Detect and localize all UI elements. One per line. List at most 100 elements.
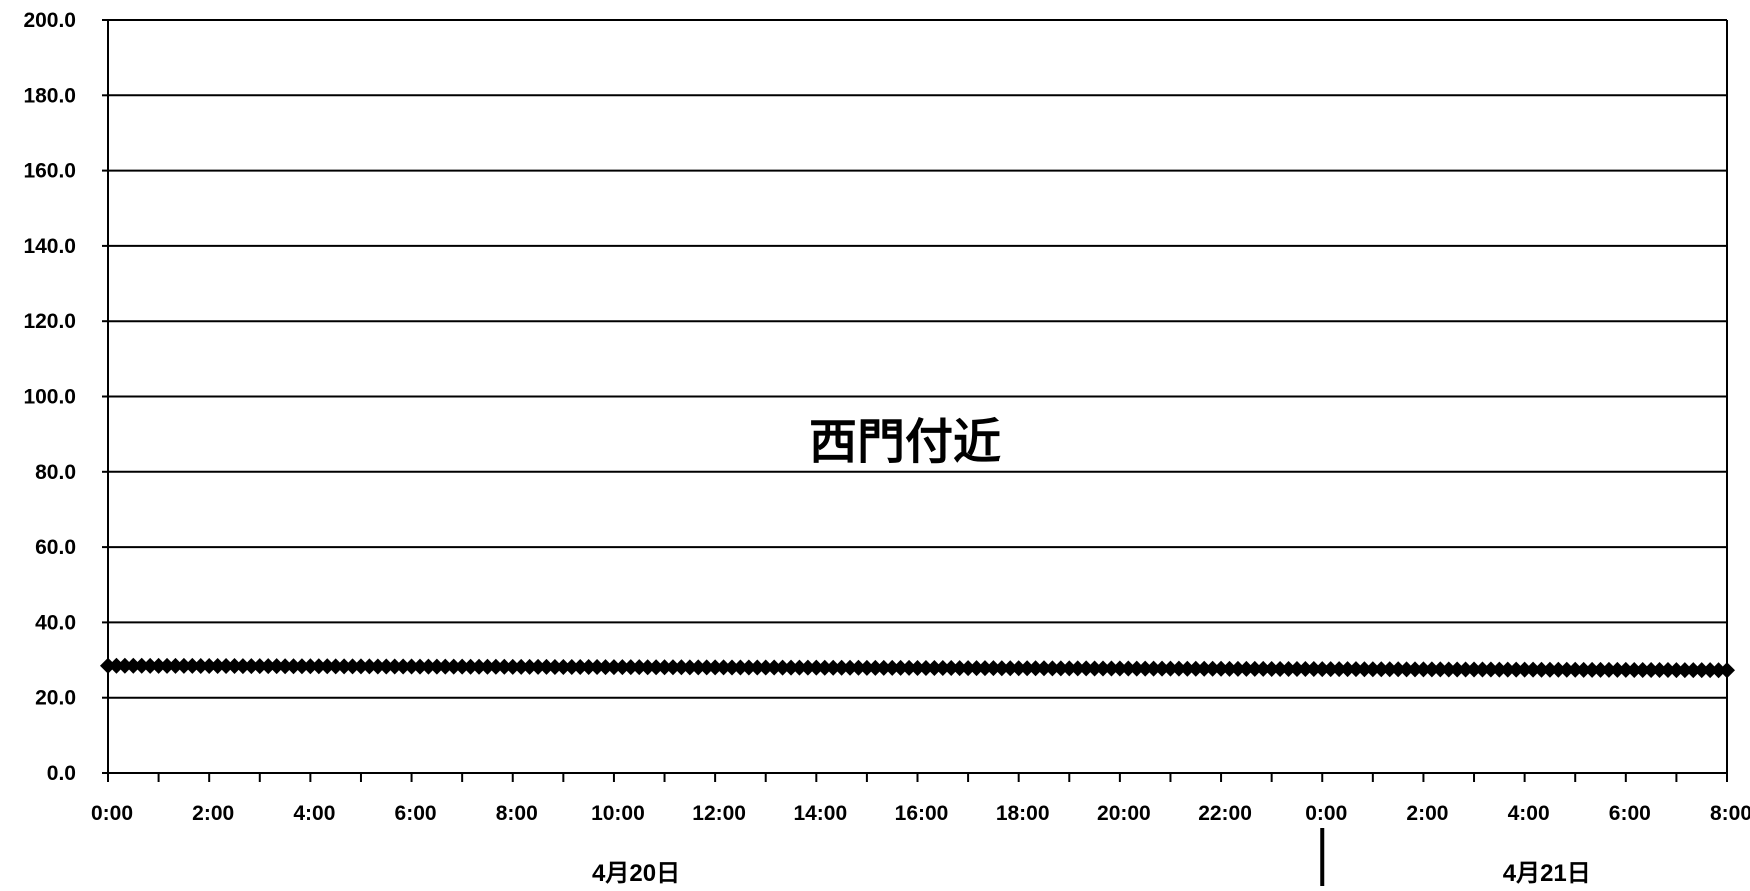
data-point [1600, 661, 1617, 678]
x-tick-label: 18:00 [996, 802, 1050, 825]
data-point [1508, 661, 1525, 678]
data-point [774, 659, 791, 676]
data-point [1584, 661, 1601, 678]
data-point [639, 659, 656, 676]
data-point [454, 658, 471, 675]
data-point [344, 658, 361, 675]
data-point [1634, 661, 1651, 678]
data-point [825, 659, 842, 676]
y-tick-label: 0.0 [47, 762, 76, 785]
data-point [1575, 661, 1592, 678]
data-point [361, 658, 378, 675]
grid-layer [108, 19, 1727, 774]
data-point [1280, 660, 1297, 677]
data-point [917, 659, 934, 676]
x-tick-label: 0:00 [91, 802, 133, 825]
data-point [1482, 661, 1499, 678]
data-point [1297, 661, 1314, 678]
data-point [993, 660, 1010, 677]
data-point [218, 658, 235, 675]
chart-annotation: 西門付近 [809, 416, 1001, 469]
data-point [1019, 660, 1036, 677]
data-point [1626, 661, 1643, 678]
data-point [1651, 662, 1668, 679]
data-point [1339, 661, 1356, 678]
x-tick-label: 22:00 [1198, 802, 1252, 825]
data-point [1010, 660, 1027, 677]
data-point [1373, 661, 1390, 678]
data-point [960, 660, 977, 677]
data-point [707, 659, 724, 676]
data-point [976, 660, 993, 677]
data-point [1541, 661, 1558, 678]
data-point [513, 658, 530, 675]
data-point [892, 659, 909, 676]
data-point [1288, 661, 1305, 678]
data-point [681, 659, 698, 676]
data-point [260, 658, 277, 675]
data-point [1331, 661, 1348, 678]
data-point [1314, 661, 1331, 678]
data-point [1390, 661, 1407, 678]
data-point [1204, 660, 1221, 677]
data-point [142, 657, 159, 674]
y-tick-label: 80.0 [35, 461, 76, 484]
data-point [749, 659, 766, 676]
data-point [1347, 661, 1364, 678]
y-tick-label: 200.0 [23, 9, 76, 32]
x-tick-label: 20:00 [1097, 802, 1151, 825]
data-point [1457, 661, 1474, 678]
x-tick-label: 8:00 [496, 802, 538, 825]
data-point [833, 659, 850, 676]
data-point [521, 658, 538, 675]
data-point [1111, 660, 1128, 677]
data-point [656, 659, 673, 676]
y-tick-label: 160.0 [23, 160, 76, 183]
data-point [943, 660, 960, 677]
data-point [437, 658, 454, 675]
x-tick-label: 6:00 [395, 802, 437, 825]
data-point [1356, 661, 1373, 678]
data-point [1423, 661, 1440, 678]
y-tick-label: 120.0 [23, 310, 76, 333]
data-point [1364, 661, 1381, 678]
data-point [1550, 661, 1567, 678]
data-point [192, 657, 209, 674]
data-point [1170, 660, 1187, 677]
data-point [496, 658, 513, 675]
data-point [985, 660, 1002, 677]
data-point [1086, 660, 1103, 677]
data-point [1078, 660, 1095, 677]
x-tick-label: 14:00 [793, 802, 847, 825]
x-tick-label: 6:00 [1609, 802, 1651, 825]
data-point [555, 658, 572, 675]
label-layer: 4月20日 4月21日 [592, 860, 1591, 887]
data-point [243, 658, 260, 675]
data-point [1710, 662, 1727, 679]
y-tick-labels: 0.0 20.0 40.0 60.0 80.0 100.0 120.0 140.0 160.0 1… [23, 9, 76, 785]
data-point [403, 658, 420, 675]
data-point [1440, 661, 1457, 678]
x-tick-label: 0:00 [1305, 802, 1347, 825]
data-point [277, 658, 294, 675]
data-point [386, 658, 403, 675]
x-tick-label: 4:00 [1508, 802, 1550, 825]
data-point [327, 658, 344, 675]
data-point [1702, 662, 1719, 679]
data-point [884, 659, 901, 676]
data-point [1567, 661, 1584, 678]
data-point [167, 657, 184, 674]
data-point [791, 659, 808, 676]
data-point [293, 658, 310, 675]
data-point [926, 660, 943, 677]
x-tick-label: 12:00 [692, 802, 746, 825]
data-point [1305, 661, 1322, 678]
data-point [1238, 660, 1255, 677]
data-point [108, 657, 125, 674]
data-point [850, 659, 867, 676]
data-point [934, 660, 951, 677]
data-point [664, 659, 681, 676]
data-point [395, 658, 412, 675]
data-point [580, 659, 597, 676]
